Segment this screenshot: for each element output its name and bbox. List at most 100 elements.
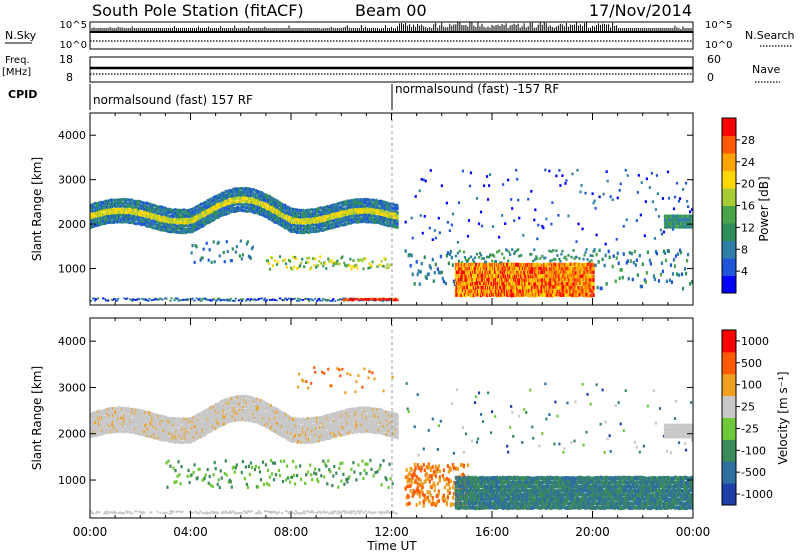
freq-strip [89, 56, 694, 83]
heatmap-cell [440, 270, 443, 275]
nave-tick-bottom: 0 [707, 71, 714, 84]
heatmap-cell [249, 298, 252, 300]
heatmap-cell [659, 272, 663, 277]
heatmap-cell [688, 282, 692, 286]
heatmap-cell [671, 228, 675, 231]
heatmap-cell [669, 263, 673, 267]
colorbar-segment [722, 240, 736, 259]
heatmap-cell [275, 263, 279, 266]
heatmap-cell [90, 299, 93, 302]
heatmap-cell [680, 272, 684, 276]
heatmap-cell [517, 198, 520, 202]
colorbar-tick-label: 28 [741, 134, 755, 147]
nsearch-tick-bottom: 10^0 [705, 40, 732, 51]
heatmap-cell [575, 240, 578, 243]
heatmap-cell [249, 256, 252, 260]
heatmap-cell [605, 170, 608, 173]
heatmap-cell [371, 260, 374, 264]
heatmap-cell [315, 266, 318, 269]
heatmap-cell [422, 178, 425, 182]
heatmap-cell [636, 191, 639, 194]
heatmap-cell [396, 222, 399, 226]
heatmap-cell [666, 170, 670, 174]
heatmap-cell [158, 298, 161, 301]
heatmap-cell [498, 249, 501, 253]
heatmap-cell [441, 276, 444, 281]
power-xaxis [89, 113, 694, 305]
heatmap-cell [592, 274, 595, 279]
heatmap-cell [336, 259, 339, 263]
heatmap-cell [509, 253, 512, 256]
heatmap-cell [223, 260, 226, 264]
heatmap-cell [218, 254, 221, 258]
heatmap-cell [592, 201, 595, 205]
heatmap-cell [632, 260, 635, 265]
heatmap-cell [631, 277, 634, 282]
heatmap-cell [454, 254, 458, 258]
heatmap-cell [396, 216, 399, 220]
heatmap-cell [626, 259, 629, 263]
heatmap-cell [541, 254, 544, 258]
heatmap-cell [449, 249, 452, 254]
heatmap-cell [625, 218, 628, 222]
heatmap-cell [438, 271, 441, 275]
heatmap-cell [282, 299, 286, 302]
heatmap-cell [594, 263, 597, 268]
heatmap-cell [590, 259, 593, 262]
heatmap-cell [464, 258, 468, 262]
heatmap-cell [472, 260, 476, 264]
heatmap-cell [530, 252, 533, 256]
heatmap-cell [469, 255, 473, 259]
heatmap-cell [275, 299, 279, 302]
heatmap-cell [516, 177, 519, 181]
heatmap-cell [577, 222, 580, 226]
heatmap-cell [686, 205, 690, 208]
heatmap-cell [148, 297, 151, 300]
heatmap-cell [294, 297, 297, 300]
heatmap-cell [410, 253, 413, 258]
heatmap-cell [600, 286, 603, 291]
heatmap-cell [326, 299, 329, 302]
heatmap-cell [622, 224, 625, 228]
heatmap-cell [423, 255, 426, 259]
heatmap-cell [544, 256, 547, 260]
heatmap-cell [145, 299, 148, 301]
heatmap-cell [593, 199, 596, 203]
heatmap-cell [657, 215, 661, 218]
heatmap-cell [97, 297, 100, 300]
heatmap-cell [322, 264, 325, 268]
heatmap-cell [341, 255, 344, 259]
heatmap-cell [638, 253, 641, 258]
y-tick-label: 4000 [58, 129, 86, 142]
heatmap-cell [278, 204, 282, 208]
heatmap-cell [339, 298, 342, 300]
heatmap-cell [284, 207, 288, 211]
heatmap-cell [325, 267, 328, 270]
heatmap-cell [617, 261, 620, 266]
cpid-strip [89, 84, 393, 110]
heatmap-cell [241, 253, 244, 257]
heatmap-cell [664, 258, 668, 263]
heatmap-cell [616, 251, 619, 256]
heatmap-cell [452, 279, 456, 284]
heatmap-cell [331, 261, 334, 264]
nave-tick-top: 60 [707, 53, 721, 66]
heatmap-cell [475, 252, 479, 256]
heatmap-cell [559, 259, 562, 263]
heatmap-cell [677, 273, 681, 277]
heatmap-cell [650, 171, 653, 175]
heatmap-cell [256, 298, 260, 301]
heatmap-cell [445, 253, 448, 258]
heatmap-cell [596, 285, 599, 290]
y-tick-label: 3000 [58, 174, 86, 187]
heatmap-cell [320, 261, 323, 265]
heatmap-cell [404, 220, 407, 224]
heatmap-cell [413, 282, 416, 286]
heatmap-cell [592, 288, 595, 293]
heatmap-cell [684, 271, 688, 276]
heatmap-cell [209, 217, 212, 221]
heatmap-cell [176, 297, 179, 300]
